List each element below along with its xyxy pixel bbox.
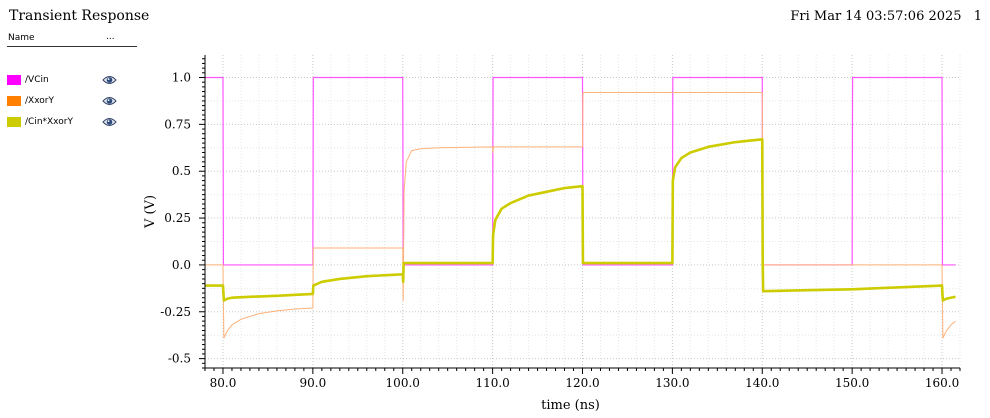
- series-line-2: [205, 91, 956, 339]
- legend-label: /Cin*XxorY: [25, 117, 73, 127]
- window-title: Transient Response: [9, 8, 150, 24]
- x-tick-label: 160.0: [925, 376, 959, 390]
- legend-swatch: [7, 96, 21, 106]
- y-tick-label: 0.5: [172, 164, 191, 178]
- timestamp-text: Fri Mar 14 03:57:06 2025: [790, 9, 962, 24]
- legend-header-more[interactable]: ...: [106, 32, 115, 42]
- y-tick-label: -0.5: [168, 352, 191, 366]
- x-tick-label: 90.0: [299, 376, 326, 390]
- timestamp: Fri Mar 14 03:57:06 2025 1: [790, 9, 982, 24]
- y-tick-label: 0.75: [164, 117, 191, 131]
- x-tick-label: 110.0: [475, 376, 509, 390]
- y-tick-label: 0.25: [164, 211, 191, 225]
- legend-header-name: Name: [8, 33, 35, 43]
- eye-icon[interactable]: [102, 95, 117, 107]
- series-line-1: [205, 76, 956, 266]
- legend-item[interactable]: /VCin: [7, 73, 127, 87]
- x-tick-label: 80.0: [210, 376, 237, 390]
- legend-item[interactable]: /XxorY: [7, 94, 127, 108]
- legend-label: /XxorY: [25, 96, 54, 106]
- legend-swatch: [7, 117, 21, 127]
- x-tick-label: 120.0: [565, 376, 599, 390]
- eye-icon[interactable]: [102, 74, 117, 86]
- x-tick-label: 130.0: [655, 376, 689, 390]
- x-tick-label: 140.0: [745, 376, 779, 390]
- legend-swatch: [7, 75, 21, 85]
- page-number: 1: [973, 9, 982, 24]
- y-tick-label: 0.0: [172, 258, 191, 272]
- x-tick-label: 100.0: [386, 376, 420, 390]
- y-tick-label: 1.0: [172, 70, 191, 84]
- y-tick-label: -0.25: [160, 305, 191, 319]
- eye-icon[interactable]: [102, 116, 117, 128]
- y-axis-label: V (V): [143, 195, 158, 229]
- legend-header: Name ...: [7, 32, 137, 47]
- series-line-3: [205, 138, 956, 302]
- legend-item[interactable]: /Cin*XxorY: [7, 115, 127, 129]
- x-axis-label: time (ns): [541, 398, 600, 413]
- x-tick-label: 150.0: [835, 376, 869, 390]
- legend-label: /VCin: [25, 75, 49, 85]
